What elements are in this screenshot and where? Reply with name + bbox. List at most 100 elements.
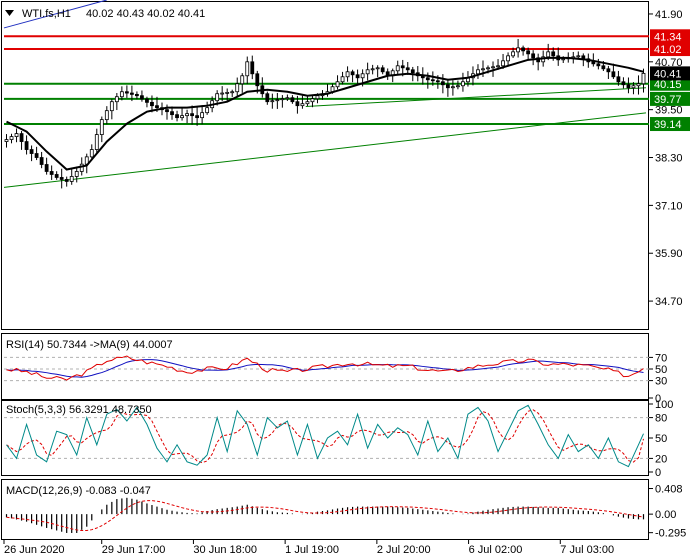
level-label-39.14: 39.14 xyxy=(654,119,682,131)
candle-body xyxy=(250,61,255,75)
candle-body xyxy=(285,97,290,100)
candle-body xyxy=(29,149,34,154)
candle-body xyxy=(561,58,566,61)
candle-body xyxy=(641,72,646,85)
candle-body xyxy=(185,113,189,117)
candle-body xyxy=(205,107,210,114)
candle-body xyxy=(546,51,551,58)
candle-body xyxy=(270,100,275,103)
candle-body xyxy=(275,99,280,102)
price-tick-label: 41.90 xyxy=(655,9,683,21)
level-label-41.02: 41.02 xyxy=(654,44,682,56)
candle-body xyxy=(511,51,515,57)
level-label-box xyxy=(650,91,690,106)
price-tick-label: 39.50 xyxy=(655,105,683,117)
candle-body xyxy=(54,174,59,178)
price-tick-label: 40.70 xyxy=(655,57,683,69)
trendline-0 xyxy=(3,112,647,188)
price-axis: 41.90 40.70 39.50 38.30 37.10 35.90 34.70 41.34… xyxy=(649,9,690,308)
candle-body xyxy=(626,84,631,89)
candle-body xyxy=(74,171,79,177)
stoch-main-line xyxy=(6,404,644,468)
candle-body xyxy=(506,55,510,62)
candle-body xyxy=(440,81,445,86)
candle-body xyxy=(119,91,124,98)
candle-body xyxy=(531,53,536,59)
osc-tick-label: -0.295 xyxy=(655,528,686,540)
candle-body xyxy=(280,98,285,101)
price-pane: 41.90 40.70 39.50 38.30 37.10 35.90 34.70 41.34… xyxy=(1,0,690,330)
candle-body xyxy=(340,76,345,83)
time-tick-label: 7 Jul 03:00 xyxy=(560,544,614,556)
osc-tick-label: 50 xyxy=(655,433,667,445)
trendline-1 xyxy=(305,87,647,107)
rsi-pane-frame xyxy=(1,333,649,401)
candle-body xyxy=(486,67,490,70)
candle-body xyxy=(551,51,556,57)
rsi-line xyxy=(6,355,644,381)
candle-body xyxy=(450,86,455,89)
candle-body xyxy=(355,74,360,79)
candle-body xyxy=(180,115,184,119)
candle-body xyxy=(109,101,114,112)
candle-body xyxy=(370,68,375,71)
chart-header-ohlc: 40.02 40.43 40.02 40.41 xyxy=(86,8,205,20)
candle-body xyxy=(345,71,350,78)
dropdown-triangle-icon[interactable] xyxy=(5,10,14,16)
time-axis: 26 Jun 2020 29 Jun 17:00 30 Jun 18:00 1 Jul… xyxy=(3,540,614,556)
moving-average-line xyxy=(6,56,644,171)
candle-body xyxy=(240,75,245,85)
osc-tick-label: 80 xyxy=(655,413,667,425)
candle-body xyxy=(621,81,626,86)
candle-body xyxy=(375,67,380,70)
candle-body xyxy=(170,111,174,116)
osc-tick-label: 20 xyxy=(655,453,667,465)
candle-body xyxy=(94,134,99,150)
candle-body xyxy=(4,139,9,142)
rsi-label: RSI(14) 50.7344 ->MA(9) 44.0007 xyxy=(6,339,173,351)
candle-body xyxy=(526,50,531,55)
candle-body xyxy=(596,63,601,67)
price-plot-area xyxy=(3,0,649,189)
candle-body xyxy=(611,71,616,78)
candle-body xyxy=(290,97,295,103)
stoch-label: Stoch(5,3,3) 56.3291 48.7350 xyxy=(6,404,152,416)
macd-pane: 0.408 0.00 -0.295 MACD(12,26,9) -0.083 -0.… xyxy=(1,479,686,540)
time-tick-label: 1 Jul 19:00 xyxy=(285,544,339,556)
osc-tick-label: 0.408 xyxy=(655,484,683,496)
candle-body xyxy=(606,68,611,73)
candle-body xyxy=(114,96,119,103)
candle-body xyxy=(34,153,39,158)
time-tick-label: 30 Jun 18:00 xyxy=(193,544,257,556)
candle-body xyxy=(315,95,320,100)
candle-body xyxy=(129,92,134,95)
rsi-plot-area xyxy=(4,355,649,382)
time-tick-label: 26 Jun 2020 xyxy=(4,544,65,556)
candle-body xyxy=(501,60,505,67)
price-tick-label: 35.90 xyxy=(655,248,683,260)
candle-body xyxy=(576,55,581,58)
stoch-signal-line xyxy=(6,409,644,464)
candle-body xyxy=(410,69,415,74)
candle-body xyxy=(225,91,230,94)
stoch-axis: 100 80 50 20 0 xyxy=(649,399,673,479)
candle-body xyxy=(140,95,144,100)
candle-body xyxy=(305,101,310,105)
candle-body xyxy=(310,98,315,103)
candle-body xyxy=(165,109,169,113)
osc-tick-label: 30 xyxy=(655,376,667,388)
candle-body xyxy=(200,112,205,119)
macd-pane-frame xyxy=(1,479,649,540)
candle-body xyxy=(255,73,260,87)
candle-body xyxy=(44,164,49,172)
candle-body xyxy=(220,92,225,95)
candle-body xyxy=(145,98,149,103)
macd-axis: 0.408 0.00 -0.295 xyxy=(649,484,686,540)
candle-body xyxy=(350,71,355,76)
candle-body xyxy=(365,69,370,75)
macd-plot-area xyxy=(5,497,645,533)
candle-body xyxy=(591,61,596,65)
candle-body xyxy=(19,133,24,142)
price-tick-label: 34.70 xyxy=(655,296,683,308)
